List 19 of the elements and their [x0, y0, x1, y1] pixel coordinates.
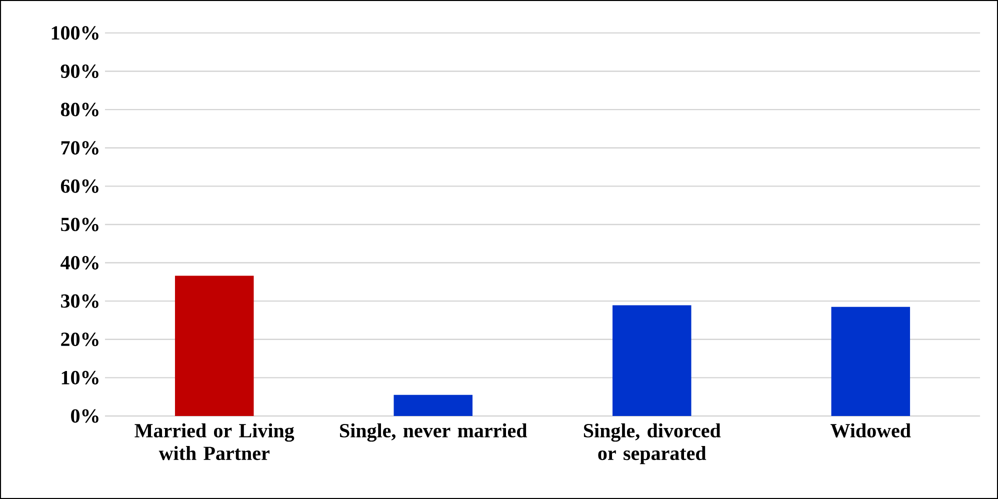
x-tick-label: Married or Living with Partner — [134, 423, 294, 460]
y-tick-label: 0% — [71, 409, 98, 423]
bar — [394, 394, 473, 416]
y-tick-label: 50% — [61, 218, 98, 232]
y-tick-label: 90% — [60, 64, 98, 78]
bar — [174, 276, 254, 416]
x-tick-label: Single, divorced or separated — [584, 423, 721, 464]
y-tick-label: 70% — [61, 141, 98, 155]
x-tick-label: Single, never married — [340, 423, 528, 442]
y-tick-label: 40% — [60, 256, 98, 270]
x-tick-label: Widowed — [830, 423, 911, 438]
y-tick-label: 100% — [52, 26, 98, 40]
y-tick-label: 30% — [61, 294, 98, 308]
bar — [612, 305, 692, 416]
y-tick-label: 10% — [62, 370, 98, 384]
y-tick-label: 60% — [60, 179, 98, 193]
y-tick-label: 80% — [60, 102, 98, 116]
y-tick-label: 20% — [61, 332, 98, 346]
bar — [831, 306, 910, 416]
